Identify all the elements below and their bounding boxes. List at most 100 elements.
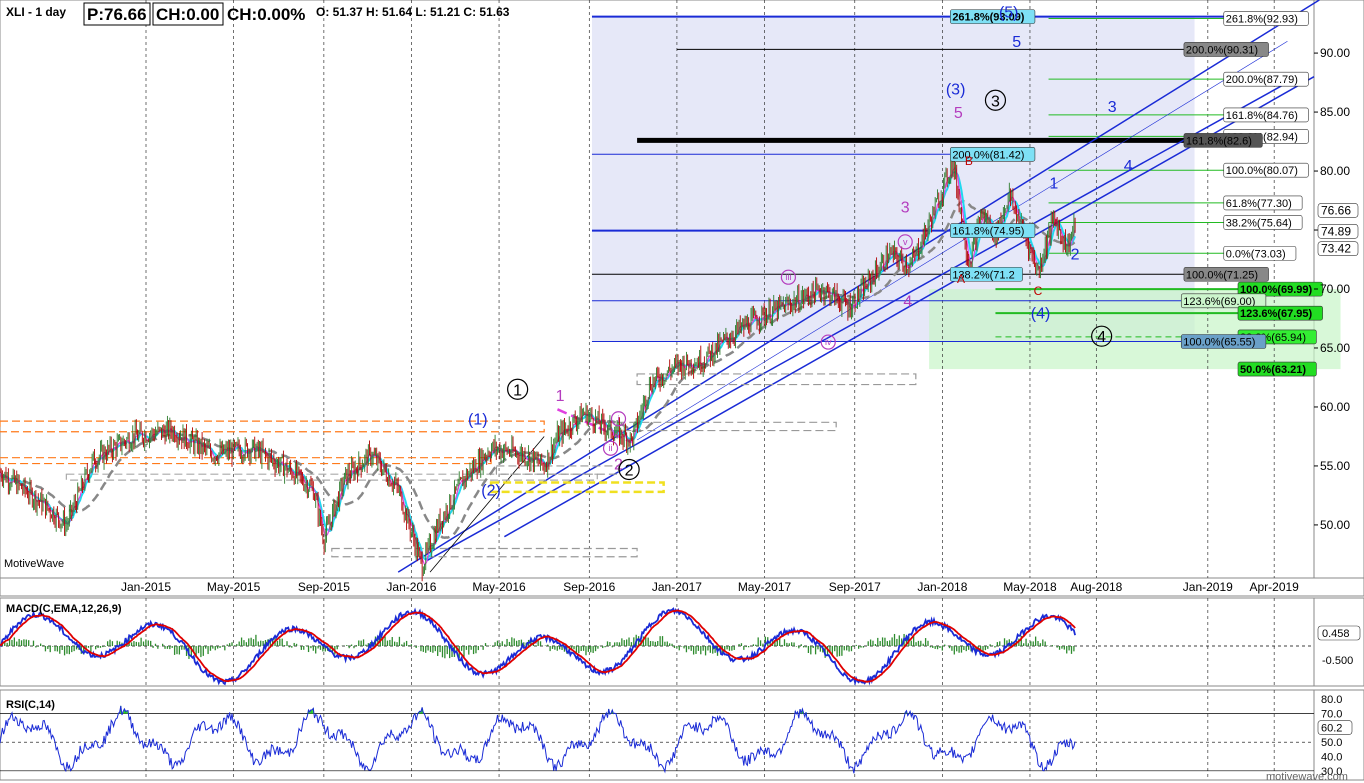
date-label: May-2015 <box>207 580 261 594</box>
fib-label-box <box>1223 245 1297 261</box>
macd-plot: 0.458 -0.500 <box>0 607 1361 687</box>
price-tick-label: 60.00 <box>1320 400 1350 414</box>
date-label: Sep-2017 <box>829 580 881 594</box>
fib-label: 200.0%(90.31) <box>1186 44 1258 56</box>
fib-label: 123.6%(67.95) <box>1240 308 1312 320</box>
macd-axis <box>1313 597 1364 687</box>
fib-label: 123.6%(69.00) <box>1183 296 1255 308</box>
ohlc-readout: O: 51.37 H: 51.64 L: 51.21 C: 51.63 <box>316 5 510 19</box>
date-label: Apr-2019 <box>1249 580 1299 594</box>
fib-label: 100.0%(65.55) <box>1183 336 1255 348</box>
fib-label-box <box>1223 107 1309 123</box>
wave-label: 5 <box>1012 34 1021 51</box>
price-box <box>83 2 151 26</box>
wave-label: 2 <box>614 456 623 473</box>
rsi-tick-label: 30.0 <box>1321 766 1342 778</box>
wave-circle <box>618 458 640 481</box>
wave-label: 1 <box>556 388 565 405</box>
fib-label: 200.0%(81.42) <box>952 149 1024 161</box>
price-marker-box <box>1317 203 1359 218</box>
wave-label: C <box>1034 284 1043 298</box>
rsi-title: RSI(C,14) <box>6 699 55 711</box>
fib-label-box <box>1223 215 1303 230</box>
wave-label: iii <box>785 272 791 282</box>
fib-label: 200.0%(87.79) <box>1226 74 1298 86</box>
macd-title: MACD(C,EMA,12,26,9) <box>6 603 122 615</box>
watermark-right: motivewave.com <box>1266 771 1348 783</box>
wave-label: 1 <box>1049 176 1058 193</box>
fib-label-box <box>1223 162 1309 178</box>
fib-label-box <box>1183 42 1269 57</box>
fib-label-box <box>1183 133 1263 148</box>
price-tick-label: 85.00 <box>1320 105 1350 119</box>
symbol-label: XLI - 1 day <box>6 5 66 19</box>
date-label: Jan-2018 <box>917 580 967 594</box>
fib-label-box <box>1223 195 1303 211</box>
wave-label: ii <box>609 443 613 453</box>
price-marker-label: 73.42 <box>1321 242 1351 256</box>
rsi-plot: 80.0 70.0 60.2 50.0 40.0 30.0 <box>0 694 1353 778</box>
wave-label: 4 <box>1124 158 1133 175</box>
fib-label: 138.2%(71.2 <box>952 269 1014 281</box>
wave-label: 3 <box>991 93 1000 110</box>
fib-label: 0.0%(73.03) <box>1226 248 1286 260</box>
change-pct-value: CH:0.00% <box>227 5 305 24</box>
wave-circle <box>610 411 627 427</box>
date-label: Jan-2017 <box>652 580 702 594</box>
macd-tick-label: -0.500 <box>1322 655 1353 667</box>
wave-label: (3) <box>946 81 966 98</box>
rsi-tick-label: 60.2 <box>1321 723 1342 735</box>
price-tick-label: 55.00 <box>1320 459 1350 473</box>
date-label: Sep-2016 <box>563 580 615 594</box>
fib-label-box <box>950 266 1023 282</box>
price-tick-label: 80.00 <box>1320 164 1350 178</box>
rsi-line <box>0 705 1076 774</box>
rsi-value-box <box>1317 720 1353 735</box>
rsi-tick-label: 70.0 <box>1321 709 1342 721</box>
wave-label: 1 <box>513 382 522 399</box>
fib-label: 50.0%(63.21) <box>1240 364 1306 376</box>
rsi-axis <box>1313 689 1364 781</box>
wave-circle <box>602 440 619 456</box>
price-value: P:76.66 <box>87 5 147 24</box>
date-label: Jan-2015 <box>121 580 171 594</box>
wave-label: (4) <box>1031 305 1051 322</box>
fib-label-box <box>950 9 1036 24</box>
wave-circle <box>507 378 529 400</box>
wave-label: 4 <box>903 294 912 311</box>
wave-label: 4 <box>1097 329 1106 346</box>
green-support-zone <box>929 289 1341 370</box>
wave-circle <box>984 89 1007 111</box>
fib-label: 61.8%(77.30) <box>1226 198 1292 210</box>
rsi-tick-label: 50.0 <box>1321 737 1342 749</box>
date-label: Sep-2015 <box>298 580 350 594</box>
fib-label: 261.8%(93.09) <box>952 12 1024 24</box>
fib-label-box <box>1237 281 1323 297</box>
wave-label: 5 <box>954 105 963 122</box>
price-axis-labels: 50.0055.0060.0065.0070.0075.0080.0085.00… <box>1314 46 1359 532</box>
channel-line <box>427 81 1288 561</box>
wave-label: 3 <box>1108 99 1117 116</box>
wave-label: (2) <box>481 482 501 499</box>
price-marker-box <box>1317 224 1359 239</box>
price-tick-label: 50.00 <box>1320 518 1350 532</box>
wave-label: B <box>965 154 973 168</box>
channel-line <box>503 76 1315 538</box>
price-bars <box>0 154 1076 582</box>
date-axis-labels: Jan-2015 May-2015 Sep-2015 Jan-2016 May-2016… <box>121 580 1299 594</box>
rsi-pane <box>0 689 1315 781</box>
dashed-box <box>489 481 665 494</box>
fib-label-box <box>950 223 1036 238</box>
date-label: Jan-2016 <box>386 580 436 594</box>
fib-label-box <box>1237 305 1323 321</box>
date-label: May-2018 <box>1003 580 1057 594</box>
price-marker-box <box>1317 241 1359 256</box>
wave-label: 2 <box>1071 247 1080 264</box>
wave-circle <box>897 234 913 250</box>
fib-label-box <box>1237 361 1317 377</box>
wave-label: (5) <box>999 5 1019 22</box>
date-label: May-2016 <box>472 580 526 594</box>
price-tick-label: 65.00 <box>1320 341 1350 355</box>
